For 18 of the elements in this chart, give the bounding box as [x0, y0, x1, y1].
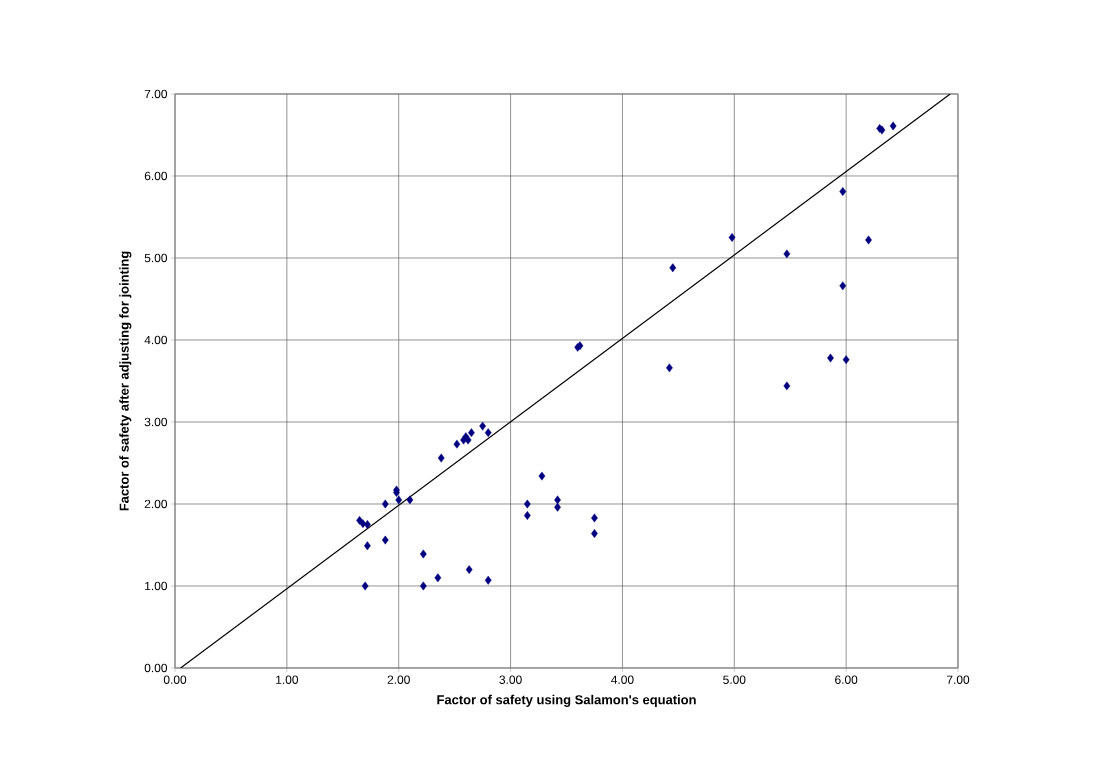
- x-tick-label: 4.00: [611, 675, 634, 684]
- x-tick-label: 5.00: [723, 675, 746, 684]
- x-tick-label: 7.00: [946, 675, 970, 684]
- y-tick-label: 7.00: [144, 89, 168, 99]
- y-tick-label: 0.00: [144, 663, 168, 673]
- y-tick-label: 5.00: [144, 253, 168, 263]
- x-tick-label: 6.00: [835, 675, 858, 684]
- y-tick-label: 4.00: [144, 335, 168, 345]
- x-tick-label: 2.00: [387, 675, 410, 684]
- x-tick-label: 0.00: [163, 675, 187, 684]
- y-tick-label: 1.00: [145, 581, 168, 591]
- y-tick-label: 2.00: [144, 499, 168, 509]
- x-tick-label: 3.00: [499, 675, 522, 684]
- x-tick-label: 1.00: [276, 675, 299, 684]
- y-axis-title: Factor of safety after adjusting for jointing: [119, 251, 132, 511]
- y-tick-label: 3.00: [144, 417, 168, 427]
- x-axis-title: Factor of safety using Salamon's equation: [437, 694, 696, 707]
- y-tick-label: 6.00: [144, 171, 168, 181]
